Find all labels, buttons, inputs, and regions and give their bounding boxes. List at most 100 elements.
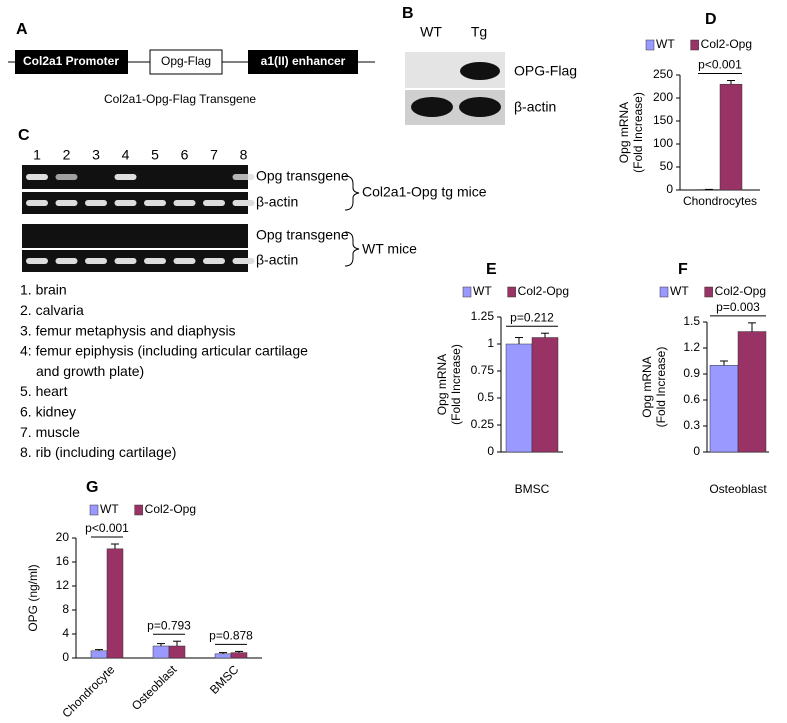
legend-label: WT <box>670 284 689 298</box>
x-tick-label: BMSC <box>207 662 242 697</box>
gel-band <box>232 174 255 180</box>
panel-label: E <box>486 261 497 278</box>
y-axis-label: Opg mRNA <box>640 356 654 417</box>
y-tick-label: 1.2 <box>683 340 700 354</box>
gel-band <box>114 258 137 264</box>
legend-label: Col2-Opg <box>145 502 196 516</box>
gel-band <box>85 200 107 206</box>
brace <box>344 231 360 267</box>
y-tick-label: 16 <box>56 554 70 568</box>
group-label: Col2a1-Opg tg mice <box>362 184 487 200</box>
gel-label: Opg transgene <box>256 168 349 184</box>
tissue-legend: 2. calvaria <box>20 302 84 318</box>
lane-number: 6 <box>181 147 189 163</box>
gel-label: Opg transgene <box>256 227 349 243</box>
y-axis-label: (Fold Increase) <box>631 92 645 173</box>
legend-label: Col2-Opg <box>715 284 766 298</box>
gel-band <box>232 200 255 206</box>
gel-band <box>114 200 137 206</box>
y-axis-label: OPG (ng/ml) <box>26 564 40 631</box>
y-tick-label: 0 <box>62 650 69 664</box>
p-value: p=0.793 <box>147 618 191 632</box>
p-value: p=0.212 <box>510 310 554 324</box>
group-label: WT mice <box>362 241 417 257</box>
gel-label: β-actin <box>256 252 298 268</box>
tissue-legend: 4: femur epiphysis (including articular … <box>20 343 308 359</box>
y-tick-label: 0.6 <box>683 392 700 406</box>
lane-label: Tg <box>471 24 487 40</box>
band <box>411 97 453 117</box>
gene-box <box>149 49 223 75</box>
bar <box>709 365 739 453</box>
y-tick-label: 200 <box>653 90 673 104</box>
y-tick-label: 50 <box>660 159 674 173</box>
y-tick-label: 12 <box>56 578 70 592</box>
y-tick-label: 0.75 <box>471 363 495 377</box>
bar <box>152 645 170 659</box>
x-tick-label: Osteoblast <box>709 482 767 496</box>
legend-label: WT <box>473 284 492 298</box>
y-tick-label: 0 <box>666 182 673 196</box>
legend-label: Col2-Opg <box>701 37 752 51</box>
gel-band <box>173 258 196 264</box>
lane-number: 2 <box>63 147 71 163</box>
promoter-label: Col2a1 Promoter <box>23 54 119 68</box>
bar <box>719 83 743 191</box>
y-axis-label: (Fold Increase) <box>449 344 463 425</box>
gel-band <box>232 258 255 264</box>
legend-label: WT <box>656 37 675 51</box>
legend-swatch <box>462 286 472 298</box>
p-value: p<0.001 <box>85 521 129 535</box>
lane-number: 7 <box>210 147 218 163</box>
y-tick-label: 8 <box>62 602 69 616</box>
band <box>460 62 500 80</box>
lane-number: 3 <box>92 147 100 163</box>
gel-band <box>203 258 225 264</box>
gel-band <box>173 200 196 206</box>
gene-label: Opg-Flag <box>161 54 211 68</box>
gel-band <box>55 200 78 206</box>
tissue-legend: 7. muscle <box>20 424 80 440</box>
bar <box>737 331 767 453</box>
panel-label: A <box>16 21 28 38</box>
y-tick-label: 4 <box>62 626 69 640</box>
bar <box>230 652 248 659</box>
lane-number: 8 <box>240 147 248 163</box>
gel-band <box>203 200 225 206</box>
y-tick-label: 250 <box>653 67 673 81</box>
x-tick-label: Osteoblast <box>129 662 180 713</box>
promoter-box <box>15 50 128 74</box>
y-tick-label: 0.9 <box>683 366 700 380</box>
p-value: p=0.003 <box>716 300 760 314</box>
gel-band <box>144 200 166 206</box>
bar <box>168 645 186 659</box>
y-tick-label: 1.5 <box>683 314 700 328</box>
enhancer-label: a1(II) enhancer <box>261 54 346 68</box>
gel-band <box>26 174 48 180</box>
tissue-legend: 5. heart <box>20 383 68 399</box>
legend-label: Col2-Opg <box>518 284 569 298</box>
x-tick-label: Chondrocyte <box>59 662 117 720</box>
y-tick-label: 0.3 <box>683 418 700 432</box>
bar <box>505 343 533 453</box>
y-axis-label: Opg mRNA <box>435 354 449 415</box>
y-axis-label: (Fold Increase) <box>654 347 668 428</box>
gel-band <box>114 174 137 180</box>
y-tick-label: 0 <box>693 444 700 458</box>
brace <box>344 175 360 211</box>
lane-number: 1 <box>33 147 41 163</box>
y-tick-label: 1.25 <box>471 309 495 323</box>
gel-band <box>26 200 48 206</box>
panel-label: G <box>86 479 98 496</box>
legend-swatch <box>507 286 516 298</box>
p-value: p=0.878 <box>209 629 253 643</box>
y-axis-label: Opg mRNA <box>617 102 631 163</box>
tissue-legend: 6. kidney <box>20 404 76 420</box>
y-tick-label: 0.25 <box>471 417 495 431</box>
tissue-legend: 1. brain <box>20 282 67 298</box>
y-tick-label: 100 <box>653 136 673 150</box>
p-value: p<0.001 <box>698 58 742 72</box>
lane-label: WT <box>420 24 442 40</box>
panel-label: F <box>678 261 688 278</box>
